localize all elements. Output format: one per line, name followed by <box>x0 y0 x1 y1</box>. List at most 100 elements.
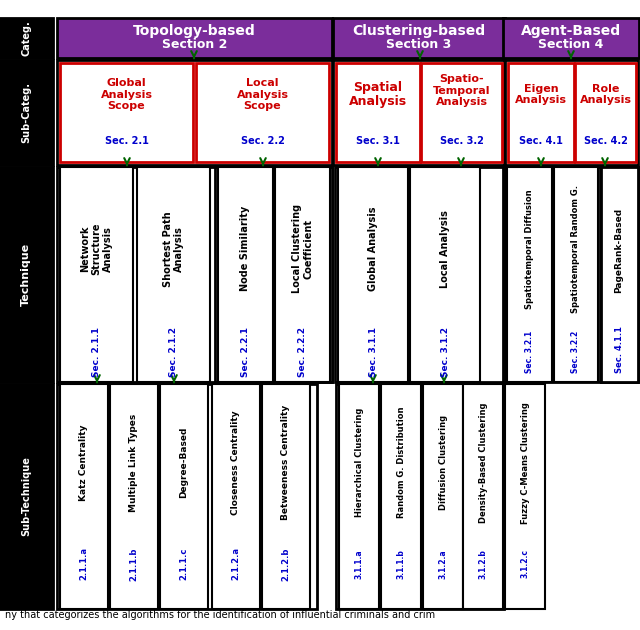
Bar <box>212 384 260 609</box>
Text: Sec. 3.1: Sec. 3.1 <box>356 135 400 146</box>
Text: Sec. 4.1.1: Sec. 4.1.1 <box>614 326 623 373</box>
Text: Degree-Based: Degree-Based <box>179 427 189 498</box>
Bar <box>262 384 310 609</box>
Bar <box>335 167 503 382</box>
Text: Diffusion Clustering: Diffusion Clustering <box>438 415 447 510</box>
Text: Sub-Technique: Sub-Technique <box>21 457 31 536</box>
Bar <box>57 384 317 609</box>
Text: Sec. 3.2: Sec. 3.2 <box>440 135 483 146</box>
Text: Network
Structure
Analysis: Network Structure Analysis <box>80 222 113 275</box>
Text: Shortest Path
Analysis: Shortest Path Analysis <box>163 211 184 287</box>
Text: 2.1.1.b: 2.1.1.b <box>129 547 138 581</box>
Bar <box>215 167 332 382</box>
Bar <box>57 18 332 58</box>
Bar <box>463 384 503 609</box>
Bar <box>0 18 53 58</box>
Bar <box>336 63 420 162</box>
Text: Categ.: Categ. <box>21 20 31 56</box>
Text: Sec. 3.2.1: Sec. 3.2.1 <box>525 331 534 373</box>
Bar <box>110 384 158 609</box>
Bar <box>503 18 639 58</box>
Bar <box>601 167 638 382</box>
Bar <box>160 384 208 609</box>
Bar <box>333 18 505 58</box>
Bar <box>604 167 634 379</box>
Bar <box>336 384 504 609</box>
Text: Sec. 4.1: Sec. 4.1 <box>519 135 563 146</box>
Bar <box>137 167 210 382</box>
Bar <box>0 60 53 165</box>
Bar <box>601 167 638 382</box>
Text: Sec. 2.1.2: Sec. 2.1.2 <box>169 327 178 377</box>
Text: Sec. 2.1.1: Sec. 2.1.1 <box>92 327 101 377</box>
Bar <box>507 167 552 382</box>
Text: Section 4: Section 4 <box>538 38 604 52</box>
Text: Sec. 3.2.2: Sec. 3.2.2 <box>572 331 580 373</box>
Bar <box>338 167 408 382</box>
Bar <box>60 63 193 162</box>
Text: Sec. 3.1.2: Sec. 3.1.2 <box>440 327 449 377</box>
Text: 2.1.1.a: 2.1.1.a <box>79 547 88 580</box>
Text: Clustering-based: Clustering-based <box>353 24 486 38</box>
Text: Agent-Based: Agent-Based <box>521 24 621 38</box>
Text: Technique: Technique <box>21 243 31 306</box>
Text: Section 3: Section 3 <box>387 38 452 52</box>
Text: Fuzzy C-Means Clustering: Fuzzy C-Means Clustering <box>520 402 529 524</box>
Text: Closeness Centrality: Closeness Centrality <box>232 410 241 515</box>
Bar <box>410 167 480 382</box>
Text: Topology-based: Topology-based <box>133 24 256 38</box>
Text: 2.1.1.c: 2.1.1.c <box>179 548 189 580</box>
Text: Sub-Categ.: Sub-Categ. <box>21 82 31 143</box>
Bar <box>508 63 574 162</box>
Text: Sec. 2.1: Sec. 2.1 <box>104 135 148 146</box>
Text: 3.1.1.a: 3.1.1.a <box>355 549 364 579</box>
Text: Section 2: Section 2 <box>162 38 227 52</box>
Text: Role
Analysis: Role Analysis <box>579 84 632 105</box>
Bar <box>0 384 53 609</box>
Bar <box>57 167 332 382</box>
Text: Sec. 3.1.1: Sec. 3.1.1 <box>369 327 378 377</box>
Bar <box>505 384 545 609</box>
Text: Spatiotemporal Diffusion: Spatiotemporal Diffusion <box>525 189 534 309</box>
Text: Hierarchical Clustering: Hierarchical Clustering <box>355 408 364 517</box>
Text: Spatial
Analysis: Spatial Analysis <box>349 81 407 108</box>
Bar <box>554 167 598 382</box>
Text: Spatiotemporal Random G.: Spatiotemporal Random G. <box>572 185 580 312</box>
Text: Sec. 2.2.1: Sec. 2.2.1 <box>241 327 250 377</box>
Text: 3.1.2.a: 3.1.2.a <box>438 549 447 579</box>
Text: Betweeness Centrality: Betweeness Centrality <box>282 405 291 520</box>
Text: 3.1.1.b: 3.1.1.b <box>397 549 406 579</box>
Text: Sec. 2.2: Sec. 2.2 <box>241 135 284 146</box>
Text: Density-Based Clustering: Density-Based Clustering <box>479 403 488 523</box>
Bar <box>218 167 273 382</box>
Text: Katz Centrality: Katz Centrality <box>79 425 88 501</box>
Bar <box>60 384 108 609</box>
Text: Local Analysis: Local Analysis <box>440 210 450 288</box>
Text: Local Clustering
Coefficient: Local Clustering Coefficient <box>292 204 314 293</box>
Text: Global
Analysis
Scope: Global Analysis Scope <box>100 78 152 111</box>
Bar <box>196 63 329 162</box>
Text: Sec. 4.2: Sec. 4.2 <box>584 135 627 146</box>
Bar <box>60 167 133 382</box>
Text: Sec. 2.2.2: Sec. 2.2.2 <box>298 327 307 377</box>
Text: Multiple Link Types: Multiple Link Types <box>129 414 138 512</box>
Text: Node Similarity: Node Similarity <box>241 206 250 291</box>
Bar <box>423 384 463 609</box>
Bar <box>505 167 600 382</box>
Text: Global Analysis: Global Analysis <box>368 207 378 291</box>
Bar <box>339 384 379 609</box>
Text: Local
Analysis
Scope: Local Analysis Scope <box>237 78 289 111</box>
Text: 3.1.2.c: 3.1.2.c <box>520 549 529 578</box>
Bar <box>333 60 504 165</box>
Text: 3.1.2.b: 3.1.2.b <box>479 549 488 579</box>
Text: 2.1.2.a: 2.1.2.a <box>232 547 241 580</box>
Bar <box>421 63 502 162</box>
Bar <box>575 63 636 162</box>
Text: ny that categorizes the algorithms for the identification of influential crimina: ny that categorizes the algorithms for t… <box>5 610 435 620</box>
Text: PageRank-Based: PageRank-Based <box>614 207 623 292</box>
Text: Spatio-
Temporal
Analysis: Spatio- Temporal Analysis <box>433 74 490 107</box>
Bar <box>381 384 421 609</box>
Bar <box>505 60 638 165</box>
Text: Random G. Distribution: Random G. Distribution <box>397 407 406 518</box>
Text: 2.1.2.b: 2.1.2.b <box>282 547 291 581</box>
